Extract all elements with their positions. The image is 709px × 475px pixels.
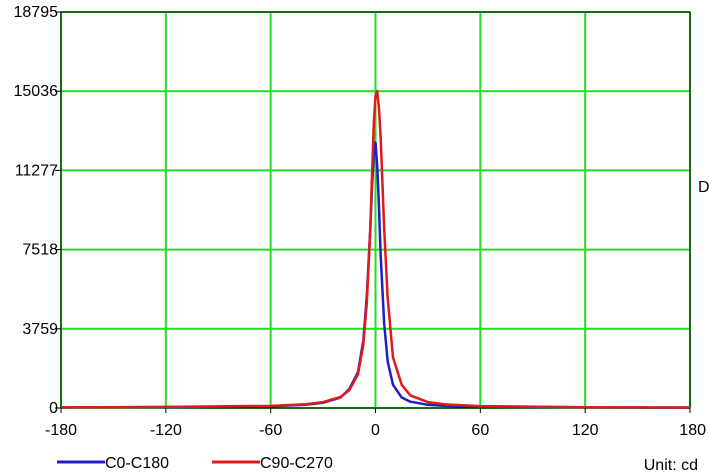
y-tick-label: 18795 (14, 4, 59, 21)
legend-label: C90-C270 (260, 455, 333, 472)
x-tick-label: 60 (471, 422, 489, 439)
series-line-c90-c270 (60, 89, 691, 409)
x-tick-label: 180 (679, 422, 706, 439)
y-tick-label: 15036 (14, 83, 59, 100)
x-tick-label: 0 (371, 422, 380, 439)
x-tick-label: -180 (45, 422, 77, 439)
x-axis-ticks: -180 -120 -60 0 60 120 180 (45, 408, 706, 439)
x-tick-label: -60 (259, 422, 282, 439)
x-tick-label: -120 (150, 422, 182, 439)
grid (60, 11, 691, 409)
x-tick-label: 120 (572, 422, 599, 439)
legend-label: C0-C180 (105, 455, 169, 472)
y-tick-label: 0 (49, 400, 58, 417)
unit-label: Unit: cd (644, 457, 698, 474)
clipped-side-text: D (698, 179, 709, 196)
y-tick-label: 3759 (22, 321, 58, 338)
y-tick-label: 7518 (22, 242, 58, 259)
legend: C0-C180 C90-C270 (57, 455, 333, 472)
series-layer (60, 89, 691, 409)
y-tick-label: 11277 (15, 162, 58, 179)
y-axis-ticks: 0 3759 7518 11277 15036 18795 (14, 4, 61, 417)
